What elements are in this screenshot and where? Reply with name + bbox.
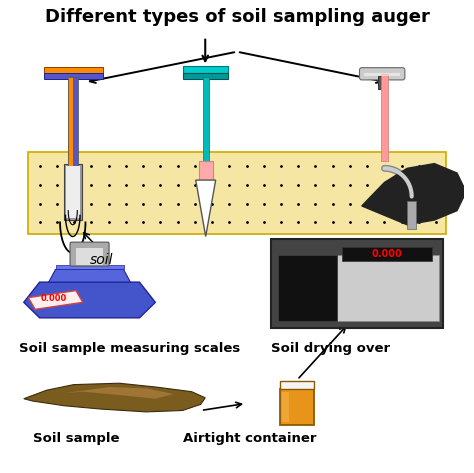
FancyBboxPatch shape: [407, 201, 416, 229]
Text: soil: soil: [90, 253, 113, 267]
FancyBboxPatch shape: [44, 73, 103, 79]
FancyBboxPatch shape: [44, 67, 103, 73]
FancyBboxPatch shape: [271, 239, 444, 328]
FancyBboxPatch shape: [381, 74, 388, 161]
Text: Soil sample measuring scales: Soil sample measuring scales: [19, 342, 240, 355]
Polygon shape: [24, 383, 205, 412]
FancyBboxPatch shape: [182, 73, 228, 79]
FancyBboxPatch shape: [202, 77, 210, 164]
Polygon shape: [49, 270, 130, 282]
FancyBboxPatch shape: [342, 247, 432, 262]
Polygon shape: [196, 180, 216, 236]
Polygon shape: [362, 164, 466, 225]
FancyBboxPatch shape: [76, 248, 103, 265]
Polygon shape: [28, 290, 83, 309]
Polygon shape: [24, 282, 155, 318]
FancyBboxPatch shape: [199, 161, 212, 180]
FancyBboxPatch shape: [280, 381, 314, 389]
FancyBboxPatch shape: [182, 66, 228, 73]
FancyBboxPatch shape: [66, 166, 80, 218]
FancyBboxPatch shape: [70, 242, 109, 266]
Polygon shape: [55, 265, 124, 270]
FancyBboxPatch shape: [64, 164, 82, 220]
FancyBboxPatch shape: [378, 76, 387, 89]
FancyBboxPatch shape: [278, 255, 337, 321]
Text: Airtight container: Airtight container: [182, 432, 316, 445]
Text: Different types of soil sampling auger: Different types of soil sampling auger: [45, 9, 429, 26]
FancyBboxPatch shape: [280, 389, 314, 425]
Text: 0.000: 0.000: [372, 249, 402, 259]
Text: 0.000: 0.000: [41, 294, 67, 303]
FancyBboxPatch shape: [364, 73, 401, 76]
FancyBboxPatch shape: [359, 68, 405, 80]
FancyBboxPatch shape: [283, 392, 289, 422]
Text: Soil sample: Soil sample: [33, 432, 119, 445]
FancyBboxPatch shape: [73, 77, 78, 171]
Text: Soil drying over: Soil drying over: [271, 342, 390, 355]
FancyBboxPatch shape: [68, 77, 73, 171]
FancyBboxPatch shape: [28, 152, 446, 234]
FancyBboxPatch shape: [278, 255, 439, 321]
Polygon shape: [64, 387, 173, 399]
